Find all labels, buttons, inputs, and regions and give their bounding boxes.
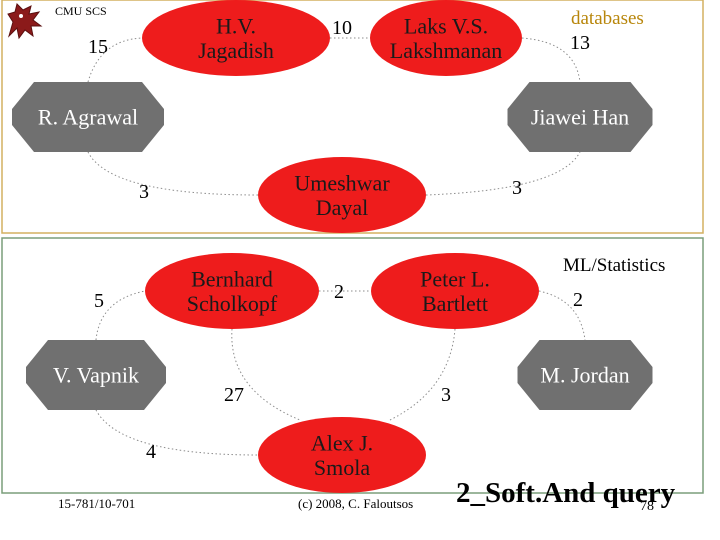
- node-shape-agrawal: [12, 82, 164, 152]
- edge-weight-e-vsm: 4: [146, 441, 156, 463]
- node-jordan: M. Jordan: [517, 340, 653, 410]
- edge-weight-e-ssm: 27: [224, 384, 244, 406]
- panel-label-top: databases: [571, 8, 644, 29]
- node-label-jagadish: H.V.: [216, 14, 256, 39]
- node-label-jordan: M. Jordan: [540, 363, 629, 388]
- edge-e-vsm: [95, 409, 259, 456]
- course-number: 15-781/10-701: [58, 496, 136, 511]
- node-label-lakshmanan: Lakshmanan: [390, 38, 502, 63]
- node-han: Jiawei Han: [507, 82, 653, 152]
- node-label-han: Jiawei Han: [531, 105, 629, 130]
- node-label-smola: Alex J.: [311, 431, 373, 456]
- node-shape-jagadish: [142, 0, 330, 76]
- node-label-scholkopf: Bernhard: [191, 267, 273, 292]
- page-number: 78: [640, 499, 654, 514]
- node-shape-smola: [258, 417, 426, 493]
- copyright: (c) 2008, C. Faloutsos: [298, 496, 414, 511]
- header-label: CMU SCS: [55, 4, 107, 18]
- node-smola: Alex J.Smola: [258, 417, 426, 493]
- slide-title: 2_Soft.And query: [456, 477, 676, 509]
- edge-weight-e-vs: 5: [94, 290, 104, 312]
- edge-weight-e-ad: 3: [139, 181, 149, 203]
- node-label-lakshmanan: Laks V.S.: [404, 14, 488, 39]
- edge-e-lh: [521, 37, 581, 83]
- node-jagadish: H.V.Jagadish: [142, 0, 330, 76]
- node-bartlett: Peter L.Bartlett: [371, 253, 539, 329]
- node-label-jagadish: Jagadish: [198, 38, 274, 63]
- node-shape-jordan: [517, 340, 653, 410]
- node-vapnik: V. Vapnik: [26, 340, 166, 410]
- node-agrawal: R. Agrawal: [12, 82, 164, 152]
- node-shape-han: [507, 82, 653, 152]
- edge-e-ad: [87, 151, 259, 196]
- node-label-smola: Smola: [314, 455, 370, 480]
- node-shape-dayal: [258, 157, 426, 233]
- edge-weight-e-bj: 2: [573, 289, 583, 311]
- node-label-dayal: Umeshwar: [294, 171, 390, 196]
- edge-e-dh: [425, 151, 581, 196]
- panel-frame-top: [1, 0, 704, 234]
- node-label-vapnik: V. Vapnik: [53, 363, 139, 388]
- node-shape-bartlett: [371, 253, 539, 329]
- edge-weight-e-jl: 10: [332, 17, 352, 39]
- node-lakshmanan: Laks V.S.Lakshmanan: [370, 0, 522, 76]
- node-label-bartlett: Peter L.: [420, 267, 490, 292]
- edge-e-bj: [538, 290, 586, 341]
- panel-label-bottom: ML/Statistics: [563, 255, 665, 276]
- node-label-agrawal: R. Agrawal: [38, 105, 138, 130]
- node-label-bartlett: Bartlett: [422, 291, 488, 316]
- panel-frame-bottom: [1, 237, 704, 494]
- node-label-dayal: Dayal: [316, 195, 369, 220]
- panel-top: 10 15 13 3 3 H.V.Jagadish Laks V.S.Lakshmanan R…: [1, 0, 704, 234]
- node-shape-scholkopf: [145, 253, 319, 329]
- edge-weight-e-aj: 15: [88, 36, 108, 58]
- edge-weight-e-dh: 3: [512, 177, 522, 199]
- edge-weight-e-sb: 2: [334, 281, 344, 303]
- node-shape-lakshmanan: [370, 0, 522, 76]
- edge-e-ssm: [231, 328, 301, 421]
- node-label-scholkopf: Scholkopf: [187, 291, 278, 316]
- node-shape-vapnik: [26, 340, 166, 410]
- edge-weight-e-lh: 13: [570, 32, 590, 54]
- edge-e-bsm: [389, 328, 456, 421]
- cmu-griffin-logo: [7, 3, 43, 40]
- edge-weight-e-bsm: 3: [441, 384, 451, 406]
